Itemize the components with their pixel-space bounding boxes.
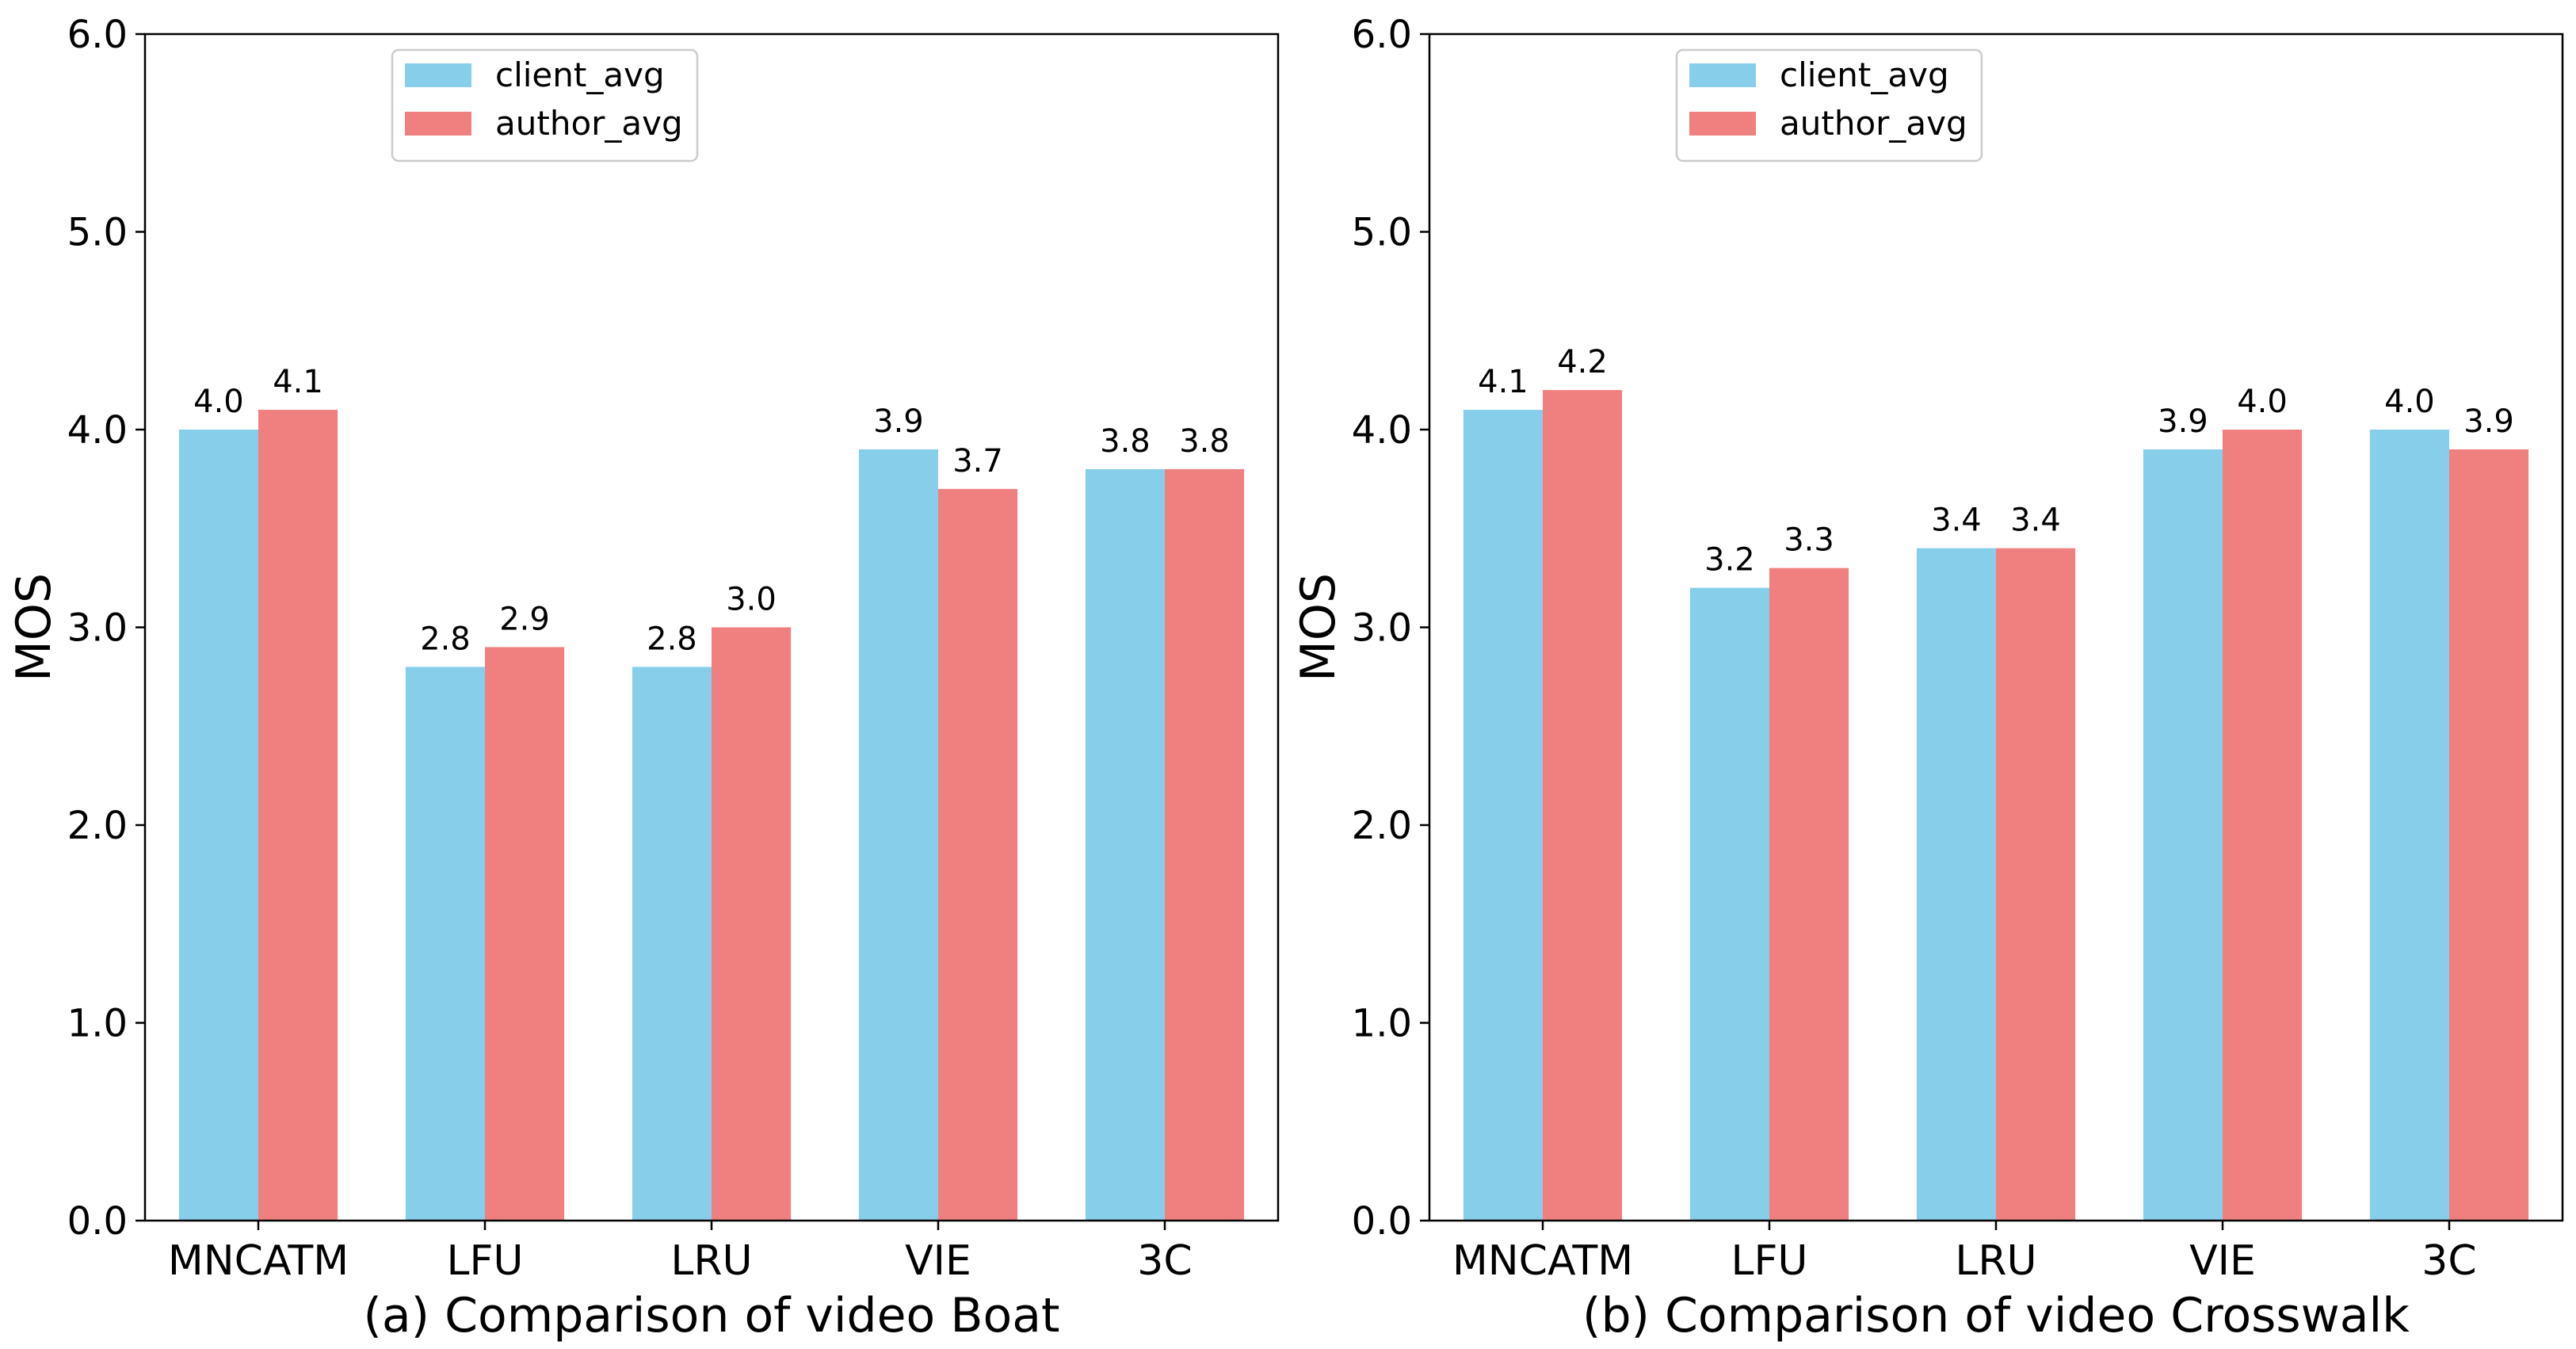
y-tick-label: 3.0 bbox=[67, 606, 128, 651]
bar-client_avg-lfu bbox=[1689, 587, 1769, 1221]
bar-author_avg-3c bbox=[2449, 449, 2529, 1221]
bar-author_avg-vie bbox=[938, 488, 1018, 1221]
data-label-author_avg-vie: 3.7 bbox=[952, 443, 1003, 480]
bar-author_avg-3c bbox=[1165, 468, 1245, 1221]
data-label-client_avg-vie: 3.9 bbox=[2158, 403, 2208, 440]
x-tick-label-3c: 3C bbox=[1137, 1237, 1192, 1285]
data-label-author_avg-mncatm: 4.1 bbox=[273, 364, 323, 400]
x-tick-label-mncatm: MNCATM bbox=[1452, 1237, 1633, 1285]
bar-client_avg-vie bbox=[2143, 449, 2223, 1221]
data-label-author_avg-3c: 3.9 bbox=[2463, 403, 2514, 440]
bar-client_avg-3c bbox=[2369, 430, 2449, 1221]
legend-label-author_avg: author_avg bbox=[495, 104, 683, 143]
bar-client_avg-mncatm bbox=[1463, 410, 1543, 1221]
bar-author_avg-vie bbox=[2223, 430, 2303, 1221]
y-tick-label: 3.0 bbox=[1352, 606, 1412, 651]
y-tick-label: 0.0 bbox=[67, 1199, 128, 1244]
data-label-client_avg-lru: 2.8 bbox=[647, 621, 697, 657]
x-tick-label-mncatm: MNCATM bbox=[168, 1237, 349, 1285]
bar-author_avg-mncatm bbox=[1543, 390, 1623, 1221]
chart-caption: (a) Comparison of video Boat bbox=[364, 1288, 1060, 1343]
data-label-client_avg-3c: 3.8 bbox=[1100, 423, 1151, 460]
data-label-author_avg-lfu: 3.3 bbox=[1784, 522, 1834, 559]
y-tick-label: 2.0 bbox=[1352, 804, 1412, 848]
bar-client_avg-vie bbox=[858, 449, 938, 1221]
data-label-author_avg-lru: 3.4 bbox=[2010, 503, 2061, 539]
data-label-client_avg-3c: 4.0 bbox=[2384, 384, 2435, 420]
data-label-author_avg-lfu: 2.9 bbox=[499, 601, 550, 637]
legend-label-client_avg: client_avg bbox=[1780, 55, 1949, 94]
legend-swatch-author_avg bbox=[1689, 112, 1756, 136]
data-label-client_avg-mncatm: 4.1 bbox=[1478, 364, 1528, 400]
data-label-author_avg-mncatm: 4.2 bbox=[1557, 344, 1608, 380]
data-label-client_avg-lfu: 2.8 bbox=[420, 621, 471, 657]
data-label-client_avg-mncatm: 4.0 bbox=[193, 384, 244, 420]
x-tick-label-lfu: LFU bbox=[447, 1237, 524, 1285]
y-tick-label: 4.0 bbox=[1352, 408, 1412, 453]
y-tick-label: 6.0 bbox=[1352, 13, 1412, 57]
data-label-author_avg-vie: 4.0 bbox=[2237, 384, 2288, 420]
x-tick-label-3c: 3C bbox=[2421, 1237, 2476, 1285]
y-axis-title: MOS bbox=[1291, 573, 1346, 682]
bar-client_avg-mncatm bbox=[178, 430, 258, 1221]
legend-swatch-author_avg bbox=[405, 112, 471, 136]
y-tick-label: 2.0 bbox=[67, 804, 128, 848]
legend-swatch-client_avg bbox=[1689, 63, 1756, 87]
x-tick-label-lru: LRU bbox=[1955, 1237, 2036, 1285]
bar-client_avg-lru bbox=[1916, 548, 1996, 1221]
bar-client_avg-lru bbox=[632, 667, 712, 1221]
bar-author_avg-lru bbox=[712, 627, 792, 1221]
bar-author_avg-lfu bbox=[485, 647, 565, 1221]
bar-author_avg-mncatm bbox=[258, 410, 338, 1221]
data-label-author_avg-3c: 3.8 bbox=[1179, 423, 1230, 460]
legend-label-author_avg: author_avg bbox=[1780, 104, 1967, 143]
y-tick-label: 0.0 bbox=[1352, 1199, 1412, 1244]
bar-author_avg-lfu bbox=[1769, 567, 1849, 1221]
bar-client_avg-3c bbox=[1085, 468, 1165, 1221]
data-label-client_avg-lru: 3.4 bbox=[1931, 503, 1982, 539]
data-label-author_avg-lru: 3.0 bbox=[726, 582, 777, 618]
bar-client_avg-lfu bbox=[405, 667, 485, 1221]
x-tick-label-lfu: LFU bbox=[1731, 1237, 1808, 1285]
x-tick-label-vie: VIE bbox=[905, 1237, 971, 1285]
y-tick-label: 4.0 bbox=[67, 408, 128, 453]
legend-swatch-client_avg bbox=[405, 63, 471, 87]
y-tick-label: 1.0 bbox=[67, 1002, 128, 1046]
chart-panel-crosswalk: 4.1 3.2 3.4 3.9 4.0 4.2 3.3 3.4 4.0 3.9 0.0 1.0 2.0 3… bbox=[1291, 13, 2564, 1343]
chart-panel-boat: 4.0 2.8 2.8 3.9 3.8 4.1 2.9 3.0 3.7 3.8 0.0 1.0 2.0 3… bbox=[6, 13, 1280, 1343]
legend: client_avg author_avg bbox=[391, 48, 699, 162]
y-axis-title: MOS bbox=[6, 573, 62, 682]
y-tick-label: 5.0 bbox=[1352, 211, 1412, 255]
legend-label-client_avg: client_avg bbox=[495, 55, 665, 94]
bar-author_avg-lru bbox=[1996, 548, 2076, 1221]
chart-caption: (b) Comparison of video Crosswalk bbox=[1582, 1288, 2410, 1343]
legend: client_avg author_avg bbox=[1675, 48, 1983, 162]
y-tick-label: 6.0 bbox=[67, 13, 128, 57]
data-label-client_avg-lfu: 3.2 bbox=[1704, 542, 1755, 579]
x-tick-label-lru: LRU bbox=[670, 1237, 752, 1285]
y-tick-label: 1.0 bbox=[1352, 1002, 1412, 1046]
data-label-client_avg-vie: 3.9 bbox=[873, 403, 924, 440]
x-tick-label-vie: VIE bbox=[2189, 1237, 2256, 1285]
y-tick-label: 5.0 bbox=[67, 211, 128, 255]
